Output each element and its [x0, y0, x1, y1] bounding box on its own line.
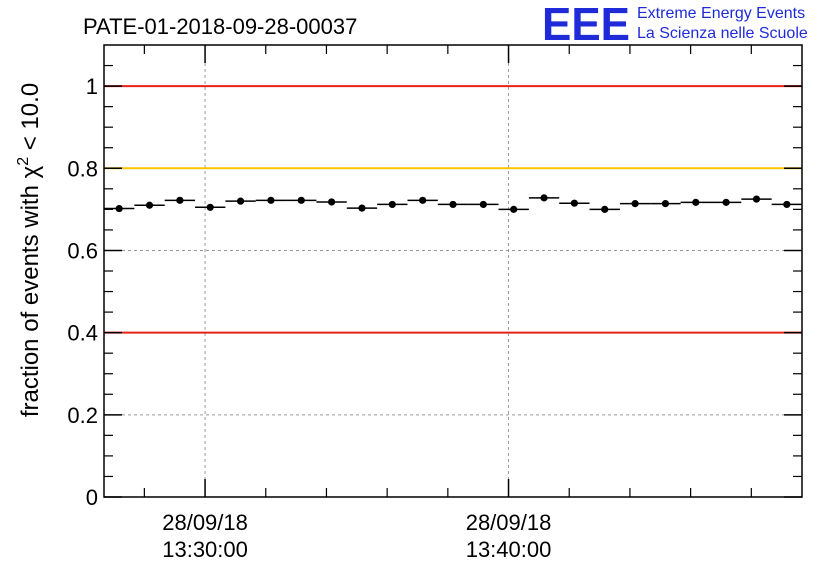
data-point-4 [225, 197, 256, 205]
data-point-marker-15 [570, 199, 578, 207]
data-point-2 [164, 196, 196, 204]
data-point-7 [316, 198, 347, 206]
x-tick-time-0: 13:30:00 [162, 537, 248, 562]
data-point-marker-18 [661, 200, 670, 208]
data-points [104, 194, 802, 213]
data-point-marker-6 [297, 196, 305, 204]
data-point-marker-21 [752, 195, 761, 203]
reference-lines [104, 85, 802, 334]
y-axis-label-sup: 2 [15, 157, 32, 166]
y-axis-label-suffix: < 10.0 [17, 83, 44, 157]
y-tick-label-3: 0.6 [67, 238, 98, 263]
y-tick-label-0: 0 [86, 485, 98, 510]
data-point-marker-13 [510, 205, 518, 213]
data-point-3 [195, 203, 226, 211]
data-point-20 [710, 198, 742, 206]
axes: 00.20.40.60.8128/09/1813:30:0028/09/1813… [67, 44, 803, 562]
data-point-21 [741, 195, 772, 203]
data-point-14 [528, 194, 560, 202]
logo-letters: EEE [542, 0, 630, 50]
x-tick-date-0: 28/09/18 [162, 510, 248, 535]
data-point-19 [680, 198, 711, 206]
logo-line1: Extreme Energy Events [637, 5, 805, 22]
data-point-marker-5 [267, 196, 275, 204]
y-axis-label-prefix: fraction of events with χ [17, 165, 44, 417]
data-point-16 [589, 205, 620, 213]
y-tick-label-4: 0.8 [67, 156, 98, 181]
data-point-9 [377, 200, 408, 209]
data-point-marker-0 [115, 204, 123, 213]
data-point-13 [498, 205, 529, 213]
data-point-17 [619, 200, 651, 208]
data-point-0 [104, 204, 135, 213]
data-point-marker-1 [145, 201, 154, 209]
data-point-marker-17 [631, 200, 639, 208]
logo-line2: La Scienza nelle Scuole [637, 25, 808, 42]
data-point-11 [437, 200, 469, 209]
data-point-marker-9 [388, 200, 396, 209]
data-point-marker-11 [449, 200, 457, 209]
data-point-15 [559, 199, 590, 207]
data-point-10 [407, 196, 438, 204]
data-point-8 [346, 204, 378, 212]
data-point-22 [771, 200, 802, 209]
grid [104, 45, 802, 497]
data-point-12 [468, 200, 499, 209]
data-point-marker-4 [236, 197, 245, 205]
y-axis-label: fraction of events with χ2 < 10.0 [15, 83, 44, 417]
x-tick-date-1: 28/09/18 [466, 510, 552, 535]
x-tick-time-1: 13:40:00 [466, 537, 552, 562]
y-tick-label-2: 0.4 [67, 321, 98, 346]
data-point-marker-20 [722, 198, 730, 206]
data-point-marker-8 [358, 204, 366, 212]
data-point-marker-10 [419, 196, 427, 204]
data-point-18 [650, 200, 681, 208]
data-point-5 [255, 196, 287, 204]
plot-frame [103, 44, 803, 498]
data-point-6 [286, 196, 317, 204]
y-tick-label-5: 1 [86, 74, 98, 99]
eee-logo: EEE Extreme Energy Events La Scienza nel… [542, 0, 808, 50]
data-point-marker-3 [206, 203, 214, 211]
data-point-marker-2 [176, 196, 184, 204]
data-point-marker-16 [601, 205, 609, 213]
data-point-marker-22 [783, 200, 791, 209]
data-point-marker-14 [540, 194, 548, 202]
chart-title: PATE-01-2018-09-28-00037 [83, 14, 357, 39]
data-point-1 [134, 201, 165, 209]
y-tick-label-1: 0.2 [67, 403, 98, 428]
data-point-marker-12 [479, 200, 487, 209]
data-point-marker-19 [692, 198, 700, 206]
data-point-marker-7 [328, 198, 336, 206]
